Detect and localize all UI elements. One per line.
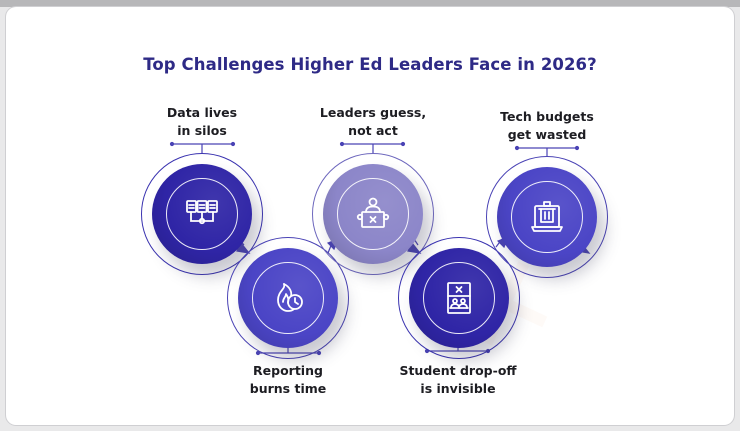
step-4-ring bbox=[398, 237, 520, 359]
step-2-label: Reporting burns time bbox=[213, 362, 363, 398]
step-4-inner-ring bbox=[423, 262, 495, 334]
step-1-label-line1: Data lives bbox=[166, 105, 238, 120]
step-3-inner-ring bbox=[337, 178, 409, 250]
step-5-inner-ring bbox=[511, 181, 583, 253]
step-5-label-line2: get wasted bbox=[507, 127, 587, 142]
step-3-node bbox=[312, 153, 434, 275]
step-2-label-line2: burns time bbox=[249, 381, 327, 396]
page-title: Top Challenges Higher Ed Leaders Face in… bbox=[143, 55, 597, 74]
step-1-node bbox=[141, 153, 263, 275]
step-2-inner-ring bbox=[252, 262, 324, 334]
step-3-label-line1: Leaders guess, bbox=[319, 105, 427, 120]
classroom-x-icon bbox=[447, 282, 471, 314]
step-4-label-line1: Student drop-off bbox=[399, 363, 517, 378]
step-4-label: Student drop-off is invisible bbox=[383, 362, 533, 398]
step-2-label-line1: Reporting bbox=[253, 363, 323, 378]
step-3-label-line2: not act bbox=[348, 123, 398, 138]
step-1-label-line2: in silos bbox=[177, 123, 227, 138]
step-4-label-line2: is invisible bbox=[420, 381, 496, 396]
person-desk-x-icon bbox=[356, 197, 390, 228]
step-4-node bbox=[398, 237, 520, 359]
step-1-label: Data lives in silos bbox=[127, 104, 277, 140]
step-1-inner-ring bbox=[166, 178, 238, 250]
step-1-ring bbox=[141, 153, 263, 275]
step-5-node bbox=[486, 156, 608, 278]
infographic-card: ✕ Top Challenges Higher Ed Leaders Face … bbox=[6, 7, 734, 425]
step-3-ring bbox=[312, 153, 434, 275]
step-5-ring bbox=[486, 156, 608, 278]
step-5-label: Tech budgets get wasted bbox=[472, 108, 622, 144]
step-5-label-line1: Tech budgets bbox=[500, 109, 594, 124]
step-2-node bbox=[227, 237, 349, 359]
laptop-trash-icon bbox=[531, 201, 563, 232]
window-top-bar bbox=[0, 0, 740, 7]
flame-clock-icon bbox=[277, 283, 303, 312]
step-2-ring bbox=[227, 237, 349, 359]
step-3-label: Leaders guess, not act bbox=[298, 104, 448, 140]
database-silos-icon bbox=[186, 200, 218, 225]
